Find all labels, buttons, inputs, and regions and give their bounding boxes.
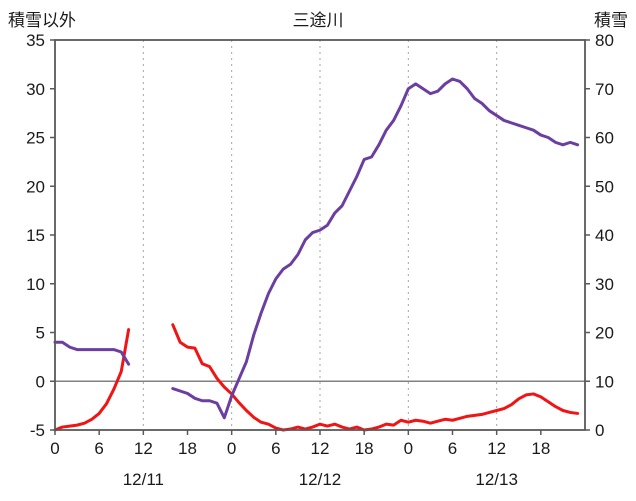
left-axis-title: 積雪以外	[8, 11, 76, 30]
date-label: 12/11	[123, 470, 164, 489]
left-tick-label: 25	[26, 129, 45, 148]
left-tick-label: 30	[26, 80, 45, 99]
date-label: 12/12	[299, 470, 342, 489]
left-tick-label: 15	[26, 226, 45, 245]
hour-tick-label: 12	[311, 439, 330, 458]
hour-tick-label: 6	[448, 439, 457, 458]
right-tick-label: 40	[595, 226, 614, 245]
series-line-other-than-snow	[53, 328, 131, 432]
left-tick-label: 0	[36, 372, 45, 391]
series-line-snow-depth	[171, 77, 580, 420]
right-tick-label: 70	[595, 80, 614, 99]
right-tick-label: 60	[595, 129, 614, 148]
hour-tick-label: 18	[531, 439, 550, 458]
chart-title: 三途川	[292, 11, 344, 30]
hour-tick-label: 6	[94, 439, 103, 458]
right-tick-label: 80	[595, 31, 614, 50]
left-tick-label: -5	[30, 421, 45, 440]
hour-tick-label: 0	[227, 439, 236, 458]
right-tick-label: 50	[595, 177, 614, 196]
right-tick-label: 20	[595, 324, 614, 343]
hour-tick-label: 18	[178, 439, 197, 458]
hour-tick-label: 12	[134, 439, 153, 458]
hour-tick-label: 12	[487, 439, 506, 458]
hour-tick-label: 18	[355, 439, 374, 458]
left-tick-label: 5	[36, 324, 45, 343]
hour-tick-label: 0	[50, 439, 59, 458]
right-tick-label: 10	[595, 372, 614, 391]
right-tick-label: 30	[595, 275, 614, 294]
right-tick-label: 0	[595, 421, 604, 440]
series-line-other-than-snow	[171, 323, 580, 432]
right-axis-title: 積雪	[594, 11, 628, 30]
hour-tick-label: 0	[404, 439, 413, 458]
left-tick-label: 10	[26, 275, 45, 294]
series-line-snow-depth	[53, 340, 131, 366]
hour-tick-label: 6	[271, 439, 280, 458]
left-tick-label: 20	[26, 177, 45, 196]
left-tick-label: 35	[26, 31, 45, 50]
chart-header: 積雪以外 三途川 積雪	[0, 6, 636, 30]
date-label: 12/13	[475, 470, 518, 489]
